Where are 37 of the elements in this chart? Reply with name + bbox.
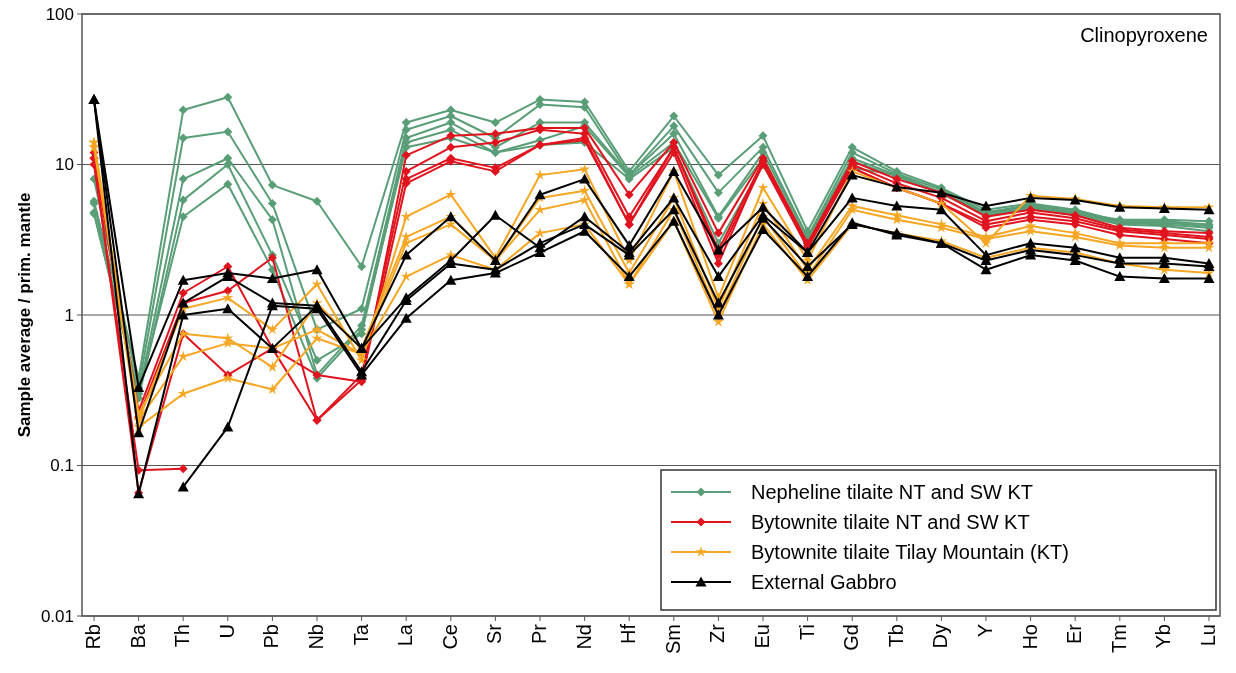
x-tick-label: Ti [795, 624, 818, 640]
legend-label: Nepheline tilaite NT and SW KT [751, 481, 1033, 503]
x-tick-label: Sr [483, 623, 506, 644]
y-tick-label: 0.01 [40, 606, 74, 626]
x-tick-label: Sm [661, 624, 684, 654]
x-tick-label: Yb [1152, 624, 1175, 649]
x-tick-label: Nb [305, 624, 327, 650]
x-tick-label: Dy [929, 624, 952, 649]
x-tick-label: Ba [126, 623, 149, 649]
x-tick-label: Y [974, 624, 996, 638]
x-tick-label: Eu [751, 624, 773, 649]
y-tick-label: 0.1 [50, 456, 74, 476]
x-tick-label: Lu [1197, 624, 1219, 647]
x-tick-label: Tm [1107, 624, 1130, 653]
y-axis-title: Sample average / prim. mantle [15, 192, 34, 438]
x-tick-label: Nd [572, 624, 595, 650]
x-tick-label: U [215, 624, 238, 639]
x-tick-label: La [394, 623, 417, 647]
x-tick-label: Ho [1018, 624, 1041, 650]
y-tick-label: 100 [45, 4, 74, 24]
x-tick-label: Gd [840, 624, 863, 651]
legend-label: External Gabbro [751, 571, 897, 593]
x-tick-label: Zr [706, 623, 729, 643]
legend-label: Bytownite tilaite NT and SW KT [751, 511, 1030, 533]
y-tick-label: 1 [64, 305, 74, 325]
x-tick-label: Er [1063, 623, 1086, 644]
x-tick-label: Ta [349, 623, 372, 646]
x-tick-label: Tb [884, 624, 907, 648]
y-tick-label: 10 [55, 155, 74, 175]
legend-label: Bytownite tilaite Tilay Mountain (KT) [751, 541, 1069, 563]
x-tick-label: Pb [260, 624, 283, 649]
x-tick-label: Rb [82, 624, 104, 650]
x-tick-label: Pr [528, 623, 550, 644]
text: Clinopyroxene [1080, 24, 1208, 46]
x-tick-label: Hf [617, 623, 640, 644]
x-tick-label: Th [171, 624, 194, 648]
x-tick-label: Ce [438, 624, 461, 650]
